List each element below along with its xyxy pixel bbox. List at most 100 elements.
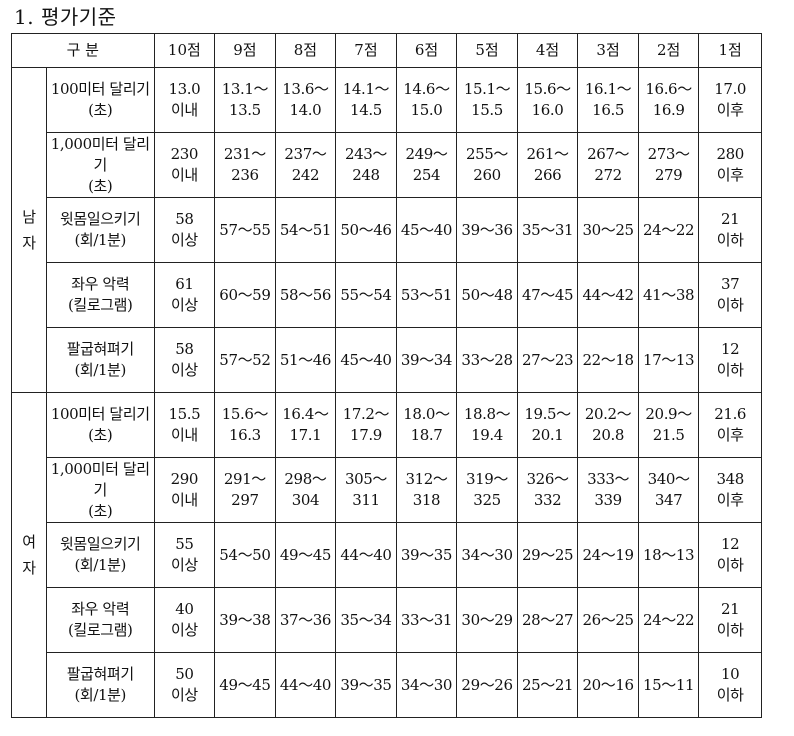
score-value: 14.5 [350, 101, 382, 119]
table-row: 팔굽혀펴기 (회/1분) 58 이상 57～52 51～46 45～40 39～34 33～28… [12, 327, 762, 393]
score-cell: 17.0 이후 [698, 67, 762, 133]
score-value: 33～28 [461, 350, 513, 369]
score-cell: 22～18 [577, 327, 639, 393]
score-value: 255～ [466, 145, 509, 163]
score-cell: 34～30 [456, 522, 518, 588]
score-value: 18.7 [410, 426, 443, 444]
score-value: 339 [594, 491, 622, 509]
score-cell: 10 이하 [698, 652, 762, 718]
score-value: 304 [291, 491, 320, 509]
score-cell: 14.6～ 15.0 [395, 67, 458, 133]
score-cell: 12 이하 [698, 522, 762, 588]
score-value: 273～ [647, 145, 690, 163]
score-cell: 57～52 [214, 327, 276, 393]
table-row: 여 자 100미터 달리기 (초) 15.5 이내 15.6～ 16.3 16.4～ 17.1 17… [11, 392, 762, 718]
score-value: 297 [231, 491, 259, 509]
grade-header: 10점 [153, 33, 216, 68]
event-unit: (회/1분) [74, 231, 126, 249]
score-value: 40 [175, 600, 194, 618]
table-row: 1,000미터 달리기 (초) 290 이내 291～ 297 298～ 304 305～ 311… [12, 457, 762, 523]
score-cell: 21 이하 [698, 587, 762, 653]
score-value: 20.8 [592, 426, 624, 444]
score-value: 이상 [170, 686, 198, 704]
event-cell: 100미터 달리기 (초) [45, 392, 155, 458]
event-name: 팔굽혀펴기 [66, 665, 134, 683]
score-value: 20.1 [531, 426, 564, 444]
score-value: 21.6 [714, 405, 747, 423]
score-value: 39～35 [340, 675, 392, 694]
score-value: 35～31 [521, 220, 574, 239]
header-row: 구 분 10점 9점 8점 7점 6점 5점 4점 3점 2점 1점 [11, 33, 762, 68]
score-value: 22～18 [582, 350, 634, 369]
score-value: 230 [170, 145, 199, 163]
score-value: 333～ [587, 470, 630, 488]
score-cell: 326～ 332 [516, 457, 579, 523]
score-value: 319～ [466, 470, 509, 488]
score-value: 311 [352, 491, 380, 509]
score-value: 298～ [284, 470, 327, 488]
score-value: 49～45 [219, 675, 271, 694]
table-row: 팔굽혀펴기 (회/1분) 50 이상 49～45 44～40 39～35 34～30 29～26… [12, 652, 762, 718]
event-name: 1,000미터 달리기 [50, 459, 150, 499]
score-value: 15.6～ [221, 405, 269, 423]
score-value: 54～51 [279, 220, 332, 239]
score-value: 이상 [170, 556, 198, 574]
score-value: 13.6～ [282, 80, 329, 98]
score-value: 50～46 [340, 220, 392, 239]
score-cell: 290 이내 [153, 457, 216, 523]
score-cell: 21 이하 [698, 197, 762, 263]
event-unit: (초) [88, 101, 113, 119]
score-value: 266 [533, 166, 562, 184]
score-cell: 44～42 [577, 262, 639, 328]
event-cell: 팔굽혀펴기 (회/1분) [45, 652, 155, 718]
score-cell: 18.8～ 19.4 [456, 392, 518, 458]
event-name: 100미터 달리기 [50, 405, 150, 423]
score-cell: 45～40 [335, 327, 397, 393]
score-cell: 319～ 325 [456, 457, 518, 523]
score-value: 39～38 [219, 610, 271, 629]
event-name: 좌우 악력 [71, 600, 130, 618]
score-cell: 49～45 [274, 522, 337, 588]
score-value: 60～59 [219, 285, 271, 304]
score-value: 279 [654, 166, 683, 184]
score-cell: 50 이상 [153, 652, 216, 718]
score-value: 이내 [170, 426, 198, 444]
score-value: 15.1～ [463, 80, 511, 98]
grade-header: 3점 [577, 33, 639, 68]
score-value: 50～48 [461, 285, 513, 304]
score-cell: 12 이하 [698, 327, 762, 393]
score-value: 이후 [716, 166, 744, 184]
score-value: 58～56 [279, 285, 332, 304]
score-value: 이내 [170, 491, 198, 509]
score-value: 347 [654, 491, 683, 509]
grade-header: 2점 [637, 33, 700, 68]
score-cell: 54～51 [274, 197, 337, 263]
score-cell: 13.0 이내 [153, 67, 216, 133]
score-cell: 26～25 [577, 587, 639, 653]
division-header: 구 분 [11, 33, 155, 68]
score-cell: 28～27 [516, 587, 579, 653]
score-cell: 24～22 [637, 587, 700, 653]
score-cell: 14.1～ 14.5 [335, 67, 397, 133]
score-value: 이하 [716, 621, 744, 639]
score-cell: 27～23 [516, 327, 579, 393]
score-cell: 29～26 [456, 652, 518, 718]
score-value: 20.9～ [645, 405, 692, 423]
score-cell: 25～21 [516, 652, 579, 718]
event-name: 윗몸일으키기 [60, 535, 141, 553]
score-value: 41～38 [643, 285, 695, 304]
event-unit: (초) [88, 176, 113, 195]
score-cell: 298～ 304 [274, 457, 337, 523]
score-cell: 15.6～ 16.3 [214, 392, 276, 458]
event-cell: 좌우 악력 (킬로그램) [45, 587, 155, 653]
score-cell: 58～56 [274, 262, 337, 328]
score-cell: 33～31 [395, 587, 458, 653]
score-cell: 58 이상 [153, 327, 216, 393]
score-cell: 39～38 [214, 587, 276, 653]
event-cell: 팔굽혀펴기 (회/1분) [45, 327, 155, 393]
score-value: 21 [721, 210, 740, 228]
score-value: 16.6～ [645, 80, 692, 98]
score-value: 21 [721, 600, 740, 618]
